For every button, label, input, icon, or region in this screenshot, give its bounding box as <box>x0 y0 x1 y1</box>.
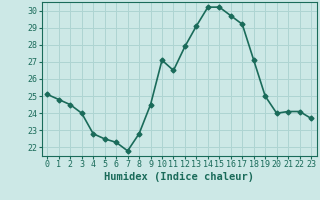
X-axis label: Humidex (Indice chaleur): Humidex (Indice chaleur) <box>104 172 254 182</box>
